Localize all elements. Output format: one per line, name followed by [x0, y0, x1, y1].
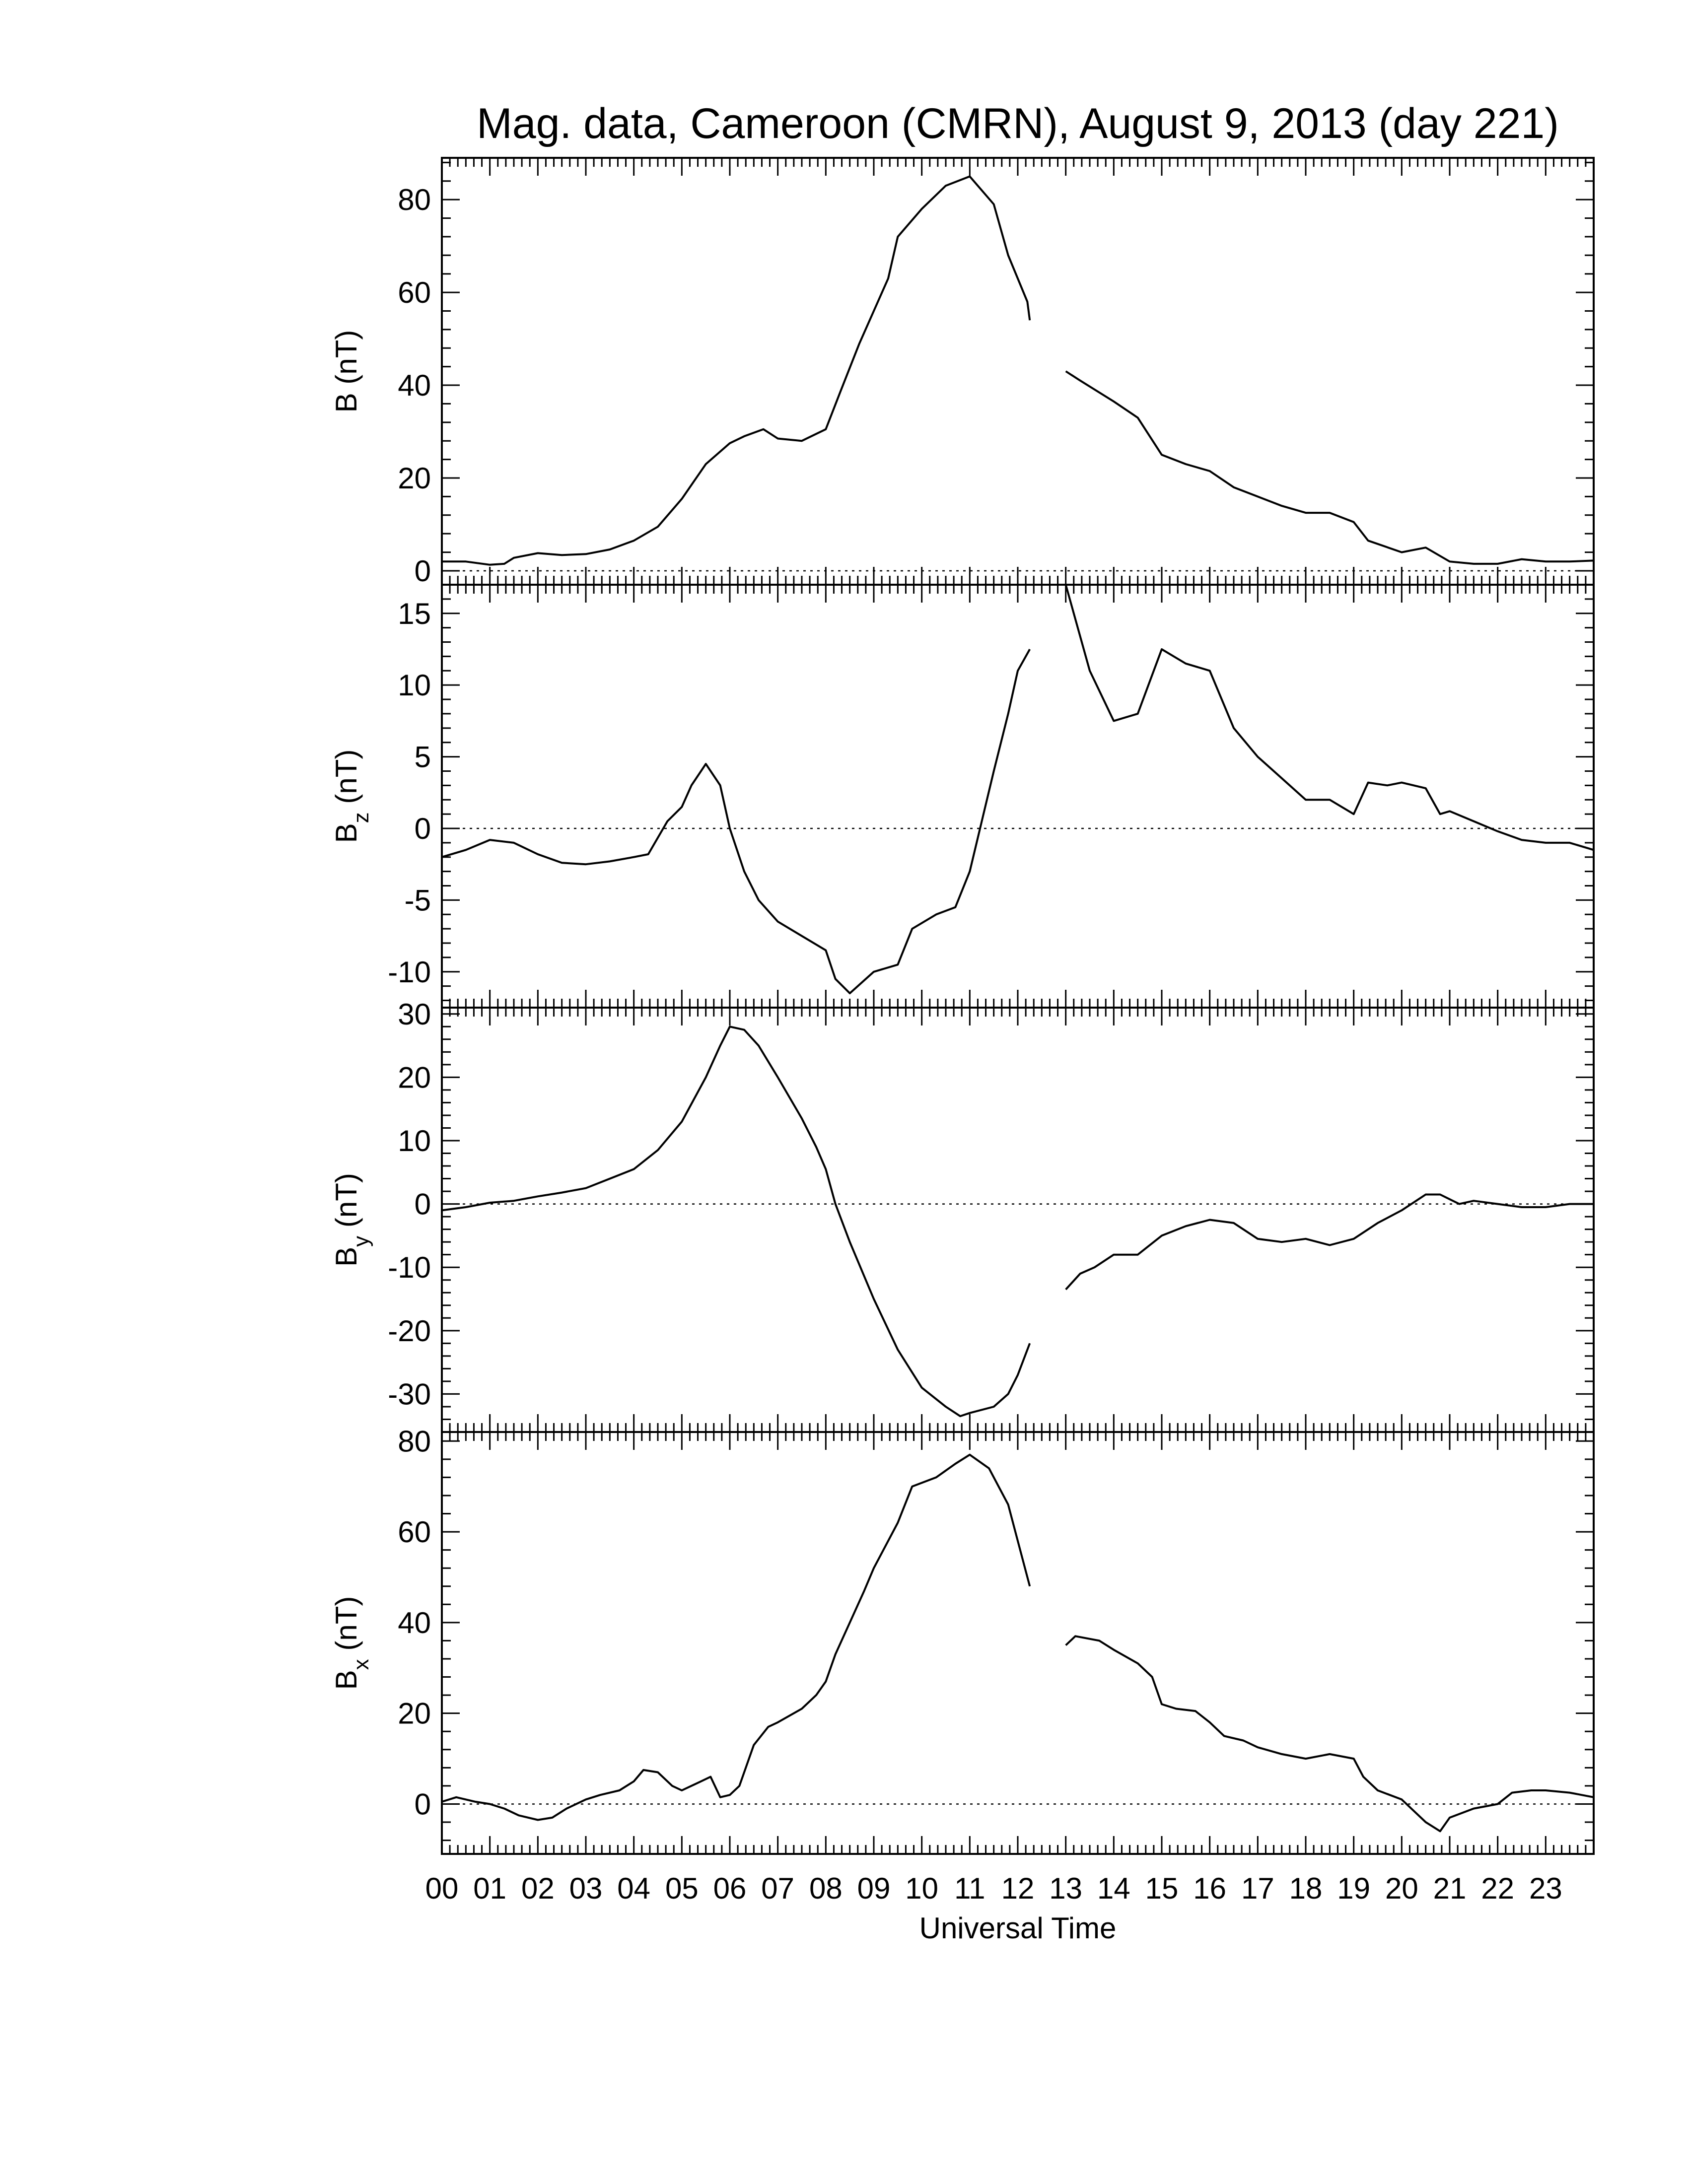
- y-tick-label: -5: [405, 884, 431, 917]
- x-tick-label: 13: [1049, 1872, 1082, 1905]
- x-tick-label: 07: [761, 1872, 794, 1905]
- y-tick-label: 80: [398, 183, 431, 216]
- x-tick-label: 09: [857, 1872, 891, 1905]
- chart-title: Mag. data, Cameroon (CMRN), August 9, 20…: [477, 100, 1559, 147]
- y-tick-label: 15: [398, 597, 431, 630]
- series-By-segment-1: [441, 1025, 1031, 1418]
- y-tick-label: -10: [388, 1251, 431, 1284]
- x-tick-label: 22: [1481, 1872, 1514, 1905]
- y-axis-title: Bz (nT): [330, 750, 373, 843]
- y-axis-title-main: B: [330, 823, 363, 843]
- y-tick-label: 20: [398, 1061, 431, 1094]
- y-axis-title-unit: (nT): [330, 1596, 363, 1659]
- x-tick-label: 10: [905, 1872, 938, 1905]
- y-tick-label: 5: [415, 741, 431, 774]
- x-tick-label: 16: [1193, 1872, 1226, 1905]
- series-B-segment-1: [442, 175, 1031, 566]
- panel-frame: [441, 157, 1595, 586]
- panel-Bz: -10 -5 0 5 10 15 Bz (nT): [330, 584, 1595, 1009]
- y-tick-label: 80: [398, 1425, 431, 1458]
- y-tick-label: -30: [388, 1377, 431, 1411]
- series-By-segment-2: [1065, 1193, 1594, 1291]
- y-tick-label: 60: [398, 1515, 431, 1549]
- panel-Bx: 0 20 40 60 80 Bx (nT): [330, 1425, 1595, 1855]
- y-axis-title: B (nT): [330, 330, 363, 413]
- panel-B: 0 20 40 60 80 B (nT): [330, 157, 1595, 588]
- x-tick-label: 23: [1529, 1872, 1562, 1905]
- y-axis-title-unit: (nT): [330, 1173, 363, 1236]
- y-tick-label: 10: [398, 1124, 431, 1158]
- series-Bz-segment-1: [441, 649, 1031, 995]
- y-tick-label: 40: [398, 1606, 431, 1639]
- x-tick-label: 05: [665, 1872, 699, 1905]
- series-Bx-segment-1: [441, 1453, 1031, 1821]
- x-axis: 00 01 02 03 04 05 06 07 08 09 10 11 12 13 14 15 16 17 18 19…: [425, 1872, 1562, 1905]
- x-tick-label: 20: [1385, 1872, 1418, 1905]
- y-tick-label: 20: [398, 1697, 431, 1730]
- y-axis-title-unit: (nT): [330, 750, 363, 813]
- series-Bz-segment-2: [1064, 584, 1594, 851]
- series-B-segment-2: [1065, 370, 1594, 565]
- y-tick-label: 0: [415, 554, 431, 588]
- panel-By: -30 -20 -10 0 10 20 30 By (nT): [330, 998, 1595, 1433]
- x-tick-label: 06: [713, 1872, 747, 1905]
- x-tick-label: 00: [425, 1872, 459, 1905]
- y-tick-label: 40: [398, 369, 431, 402]
- x-tick-label: 08: [809, 1872, 843, 1905]
- x-tick-label: 18: [1289, 1872, 1323, 1905]
- y-axis-title-subscript: z: [349, 812, 373, 823]
- y-tick-label: -20: [388, 1314, 431, 1348]
- x-tick-label: 01: [473, 1872, 506, 1905]
- x-tick-label: 15: [1145, 1872, 1179, 1905]
- x-tick-label: 04: [617, 1872, 650, 1905]
- y-tick-label: -10: [388, 956, 431, 989]
- y-axis-title-unit: (nT): [330, 330, 363, 393]
- y-axis-title: By (nT): [330, 1173, 373, 1267]
- y-tick-label: 0: [415, 812, 431, 845]
- x-tick-label: 19: [1337, 1872, 1370, 1905]
- y-tick-label: 20: [398, 462, 431, 495]
- y-axis-title-main: B: [330, 393, 363, 412]
- x-tick-label: 21: [1433, 1872, 1467, 1905]
- x-tick-label: 11: [954, 1872, 985, 1905]
- panel-frame: [441, 584, 1595, 1009]
- y-axis-title: Bx (nT): [330, 1596, 373, 1690]
- y-axis-title-subscript: y: [349, 1236, 373, 1247]
- series-Bx-segment-2: [1065, 1635, 1594, 1833]
- y-tick-label: 30: [398, 998, 431, 1031]
- y-tick-label: 0: [415, 1188, 431, 1221]
- x-tick-label: 12: [1001, 1872, 1035, 1905]
- x-axis-title: Universal Time: [919, 1911, 1117, 1945]
- y-tick-label: 10: [398, 669, 431, 702]
- y-tick-label: 60: [398, 276, 431, 309]
- x-tick-label: 14: [1097, 1872, 1130, 1905]
- y-axis-title-main: B: [330, 1247, 363, 1267]
- y-tick-label: 0: [415, 1787, 431, 1821]
- panel-frame: [441, 1007, 1595, 1433]
- y-axis-title-main: B: [330, 1670, 363, 1690]
- x-tick-label: 02: [521, 1872, 555, 1905]
- y-axis-title-subscript: x: [349, 1659, 373, 1670]
- x-tick-label: 17: [1241, 1872, 1274, 1905]
- x-tick-label: 03: [569, 1872, 603, 1905]
